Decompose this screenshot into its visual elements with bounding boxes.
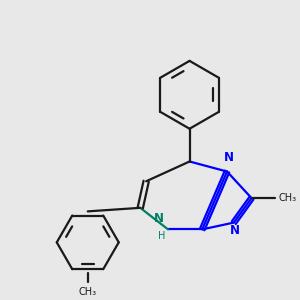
Text: H: H <box>158 231 165 241</box>
Text: CH₃: CH₃ <box>79 286 97 297</box>
Text: N: N <box>230 224 240 237</box>
Text: CH₃: CH₃ <box>278 193 296 203</box>
Text: N: N <box>154 212 164 225</box>
Text: N: N <box>224 151 233 164</box>
